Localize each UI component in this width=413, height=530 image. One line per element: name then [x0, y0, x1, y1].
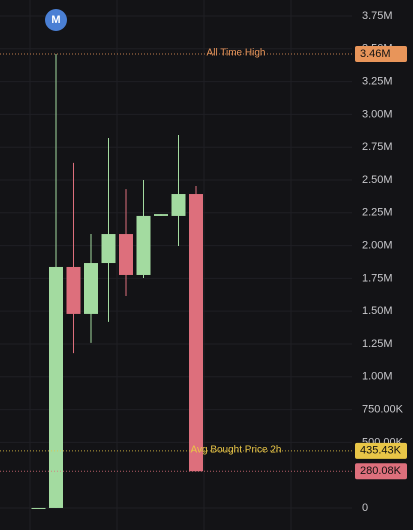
candle-body: [49, 266, 63, 508]
y-tick-label: 1.25M: [362, 338, 393, 350]
candle-body: [66, 266, 81, 314]
candle-body: [31, 507, 46, 509]
y-tick-label: 2.50M: [362, 174, 393, 186]
annotation-text: Avg Bought Price 2h: [191, 444, 282, 455]
price-tag: [355, 46, 407, 63]
y-tick-label: 2.25M: [362, 207, 393, 219]
badge-circle: [45, 9, 67, 31]
badge-text: M: [51, 14, 60, 26]
y-tick-label: 3.75M: [362, 10, 393, 22]
price-tag-label: 3.46M: [360, 48, 391, 60]
y-tick-label: 1.75M: [362, 272, 393, 284]
y-tick-label: 2.00M: [362, 239, 393, 251]
y-tick-label: 1.50M: [362, 305, 393, 317]
price-tag-label: 435.43K: [360, 445, 402, 457]
candle-body: [119, 234, 133, 275]
price-tag: [355, 463, 407, 480]
candle-body: [154, 214, 168, 216]
y-tick-label: 750.00K: [362, 403, 404, 415]
candle-body: [136, 215, 151, 275]
y-tick-label: 2.75M: [362, 141, 393, 153]
price-tag: [355, 442, 407, 459]
candle-body: [189, 194, 203, 472]
candle-body: [171, 194, 186, 216]
candle-body: [84, 263, 98, 314]
y-tick-label: 3.25M: [362, 76, 393, 88]
annotation-text: All Time High: [207, 48, 266, 59]
y-tick-label: 1.00M: [362, 371, 393, 383]
y-tick-label: 3.00M: [362, 108, 393, 120]
price-tag-label: 280.08K: [360, 465, 402, 477]
candle-body: [101, 234, 116, 264]
y-tick-label: 0: [362, 502, 368, 514]
